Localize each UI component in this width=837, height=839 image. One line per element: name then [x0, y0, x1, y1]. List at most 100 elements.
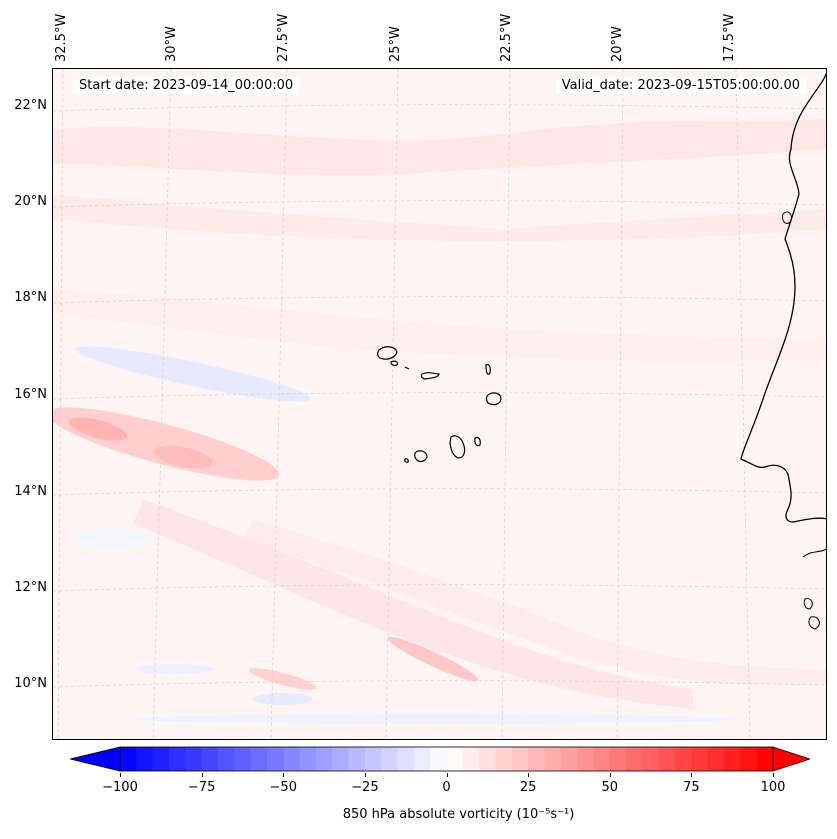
vorticity-band [243, 519, 826, 686]
colorbar-low-extension [69, 746, 121, 772]
coastal-island [803, 598, 813, 610]
colorbar-tick-mark [283, 773, 285, 777]
colorbar-cell [168, 747, 186, 771]
lat-label-10n: 10°N [14, 676, 47, 691]
colorbar-cell [120, 747, 137, 771]
colorbar-cell [315, 747, 333, 771]
meridian-line [501, 69, 511, 739]
negative-vorticity-streak [133, 664, 213, 674]
colorbar-cell [250, 747, 268, 771]
colorbar-cell [675, 747, 692, 771]
colorbar-outline [119, 746, 774, 772]
colorbar-cell [364, 747, 382, 771]
vorticity-band [133, 499, 693, 709]
colorbar-cell [136, 747, 154, 771]
island-sao-nicolau [420, 372, 440, 380]
colorbar-cell [201, 747, 219, 771]
colorbar-cell [152, 747, 170, 771]
vorticity-field [53, 69, 826, 739]
colorbar-cell [381, 747, 399, 771]
parallel-line [53, 104, 826, 112]
negative-vorticity-streak [73, 529, 153, 549]
colorbar-cell [577, 747, 594, 771]
start-date-label: Start date: 2023-09-14_00:00:00 [73, 77, 300, 94]
island-sao-vicente [390, 360, 399, 366]
colorbar-tick-mark [609, 773, 611, 777]
colorbar-cell [609, 747, 627, 771]
colorbar-cell [299, 747, 317, 771]
island-fogo [413, 450, 428, 463]
colorbar-cell [348, 747, 366, 771]
colorbar-tick-label: −50 [269, 780, 297, 795]
colorbar-cell [691, 747, 709, 771]
colorbar-cell [658, 747, 676, 771]
colorbar-tick-label: 100 [760, 780, 786, 795]
colorbar-tick-mark [528, 773, 530, 777]
positive-vorticity-core [153, 445, 213, 469]
colorbar-cell [446, 747, 464, 771]
lat-label-20n: 20°N [14, 194, 47, 209]
island-boa-vista [485, 392, 502, 406]
colorbar-tick-label: 75 [683, 780, 700, 795]
valid-date-label: Valid_date: 2023-09-15T05:00:00.00 [555, 77, 806, 94]
colorbar-cell [756, 747, 774, 771]
colorbar-cell [462, 747, 480, 771]
map-panel: Start date: 2023-09-14_00:00:00 Valid_da… [52, 68, 827, 740]
island-maio [474, 436, 481, 447]
colorbar-tick-mark [120, 773, 121, 777]
parallel-line [53, 680, 826, 688]
colorbar-cell [724, 747, 741, 771]
parallel-line [53, 296, 826, 304]
positive-vorticity-core [68, 417, 128, 441]
colorbar-tick-label: 50 [601, 780, 619, 795]
negative-vorticity-streak [133, 714, 733, 724]
colorbar-cell [560, 747, 578, 771]
colorbar-cell [266, 747, 284, 771]
colorbar-tick-mark [773, 773, 774, 777]
lon-label-30w: 30°W [164, 26, 179, 62]
parallel-line [53, 200, 826, 208]
lat-label-14n: 14°N [14, 484, 47, 499]
lon-label-17-5w: 17.5°W [722, 13, 737, 62]
coastal-island [782, 211, 792, 224]
colorbar-cell [511, 747, 529, 771]
lat-label-16n: 16°N [14, 387, 47, 402]
lat-label-18n: 18°N [14, 290, 47, 305]
meridian-line [152, 69, 172, 739]
colorbar-cell [593, 747, 611, 771]
colorbar-cell [413, 747, 431, 771]
colorbar-tick-mark [691, 773, 693, 777]
colorbar-cell [283, 747, 301, 771]
colorbar-cell [397, 747, 415, 771]
colorbar-tick-label: −75 [187, 780, 216, 795]
colorbar-cell [430, 747, 447, 771]
island-santiago [449, 435, 466, 459]
graticule [53, 69, 826, 739]
lon-label-22-5w: 22.5°W [499, 13, 514, 62]
lon-label-27-5w: 27.5°W [276, 13, 291, 62]
parallel-line [53, 488, 826, 496]
coastal-island [808, 616, 820, 630]
vorticity-band [53, 289, 826, 361]
colorbar-cell [495, 747, 513, 771]
colorbar-tick-label: 0 [442, 780, 451, 795]
lon-label-25w: 25°W [388, 26, 403, 62]
lon-label-20w: 20°W [610, 26, 625, 62]
colorbar-cell [544, 747, 562, 771]
colorbar-cell [642, 747, 660, 771]
positive-vorticity-streak [249, 668, 317, 690]
island-santa-luzia [404, 366, 410, 370]
lat-label-12n: 12°N [14, 580, 47, 595]
colorbar-tick-mark [446, 773, 448, 777]
island-santo-antao [377, 346, 398, 360]
negative-vorticity-streak [253, 693, 313, 705]
colorbar-svg [69, 746, 812, 772]
colorbar-tick-label: 25 [519, 780, 537, 795]
colorbar-tick-mark [364, 773, 366, 777]
colorbar-tick-label: −100 [102, 780, 138, 795]
colorbar-cell [626, 747, 643, 771]
colorbar-cell [234, 747, 252, 771]
island-brava [404, 458, 409, 463]
lon-label-32-5w: 32.5°W [54, 13, 69, 62]
negative-vorticity-streak [75, 346, 311, 402]
